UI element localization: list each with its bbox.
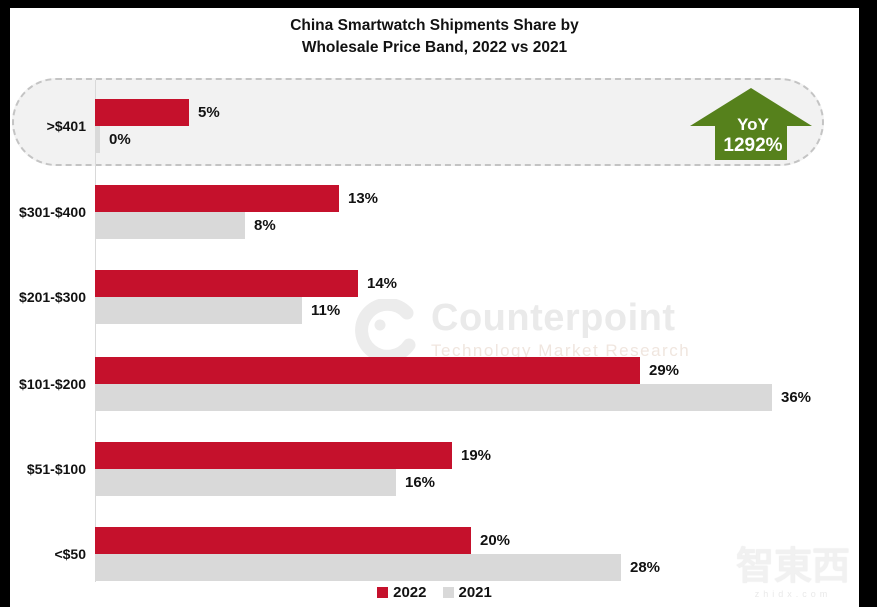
legend-label-2021: 2021 [458,584,492,601]
value-label-2021: 16% [405,474,436,491]
chart-title: China Smartwatch Shipments Share by Whol… [10,15,859,60]
band-label: $201-$300 [19,289,86,305]
chart-title-line2: Wholesale Price Band, 2022 vs 2021 [301,39,568,57]
value-label-2021: 0% [109,131,131,148]
price-band-row: $101-$200 29% 36% [10,357,859,411]
axis-line [95,80,96,582]
legend: 2022 2021 [10,584,859,601]
chart-canvas: China Smartwatch Shipments Share by Whol… [10,8,859,607]
value-label-2022: 29% [649,362,680,379]
bar-2021 [95,126,100,153]
band-label: >$401 [46,118,86,134]
bar-2021 [95,384,772,411]
yoy-value: 1292% [723,135,782,156]
legend-swatch-2022 [377,587,389,598]
bar-2022 [95,185,339,212]
value-label-2021: 8% [254,217,276,234]
value-label-2021: 28% [630,559,661,576]
chart-title-line1: China Smartwatch Shipments Share by [290,17,579,34]
bar-2021 [95,212,245,239]
price-band-row: $51-$100 19% 16% [10,442,859,496]
value-label-2022: 13% [348,190,379,207]
price-band-row: >$401 5% 0% [10,99,859,153]
legend-item-2021: 2021 [442,584,492,601]
value-label-2022: 5% [198,104,220,121]
yoy-arrow-icon: YoY 1292% [690,88,812,160]
legend-swatch-2021 [442,587,454,598]
bar-2021 [95,469,396,496]
bar-2022 [95,442,452,469]
bar-2022 [95,527,471,554]
legend-label-2022: 2022 [393,584,427,601]
band-label: <$50 [54,546,86,562]
bar-2021 [95,554,621,581]
value-label-2021: 11% [311,302,341,319]
bar-2022 [95,99,189,126]
yoy-label: YoY [737,115,769,134]
band-label: $101-$200 [19,376,86,392]
price-band-row: $301-$400 13% 8% [10,185,859,239]
legend-item-2022: 2022 [377,584,427,601]
bar-2022 [95,270,358,297]
band-label: $51-$100 [26,461,86,477]
value-label-2022: 19% [461,447,492,464]
bar-2021 [95,297,302,324]
price-band-row: <$50 20% 28% [10,527,859,581]
bar-2022 [95,357,640,384]
value-label-2022: 14% [367,275,398,292]
band-label: $301-$400 [19,204,86,220]
value-label-2022: 20% [480,532,511,549]
value-label-2021: 36% [781,389,812,406]
price-band-row: $201-$300 14% 11% [10,270,859,324]
